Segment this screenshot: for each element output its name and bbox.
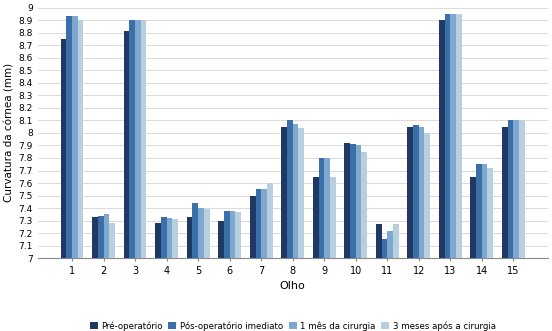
Bar	[230, 211, 235, 258]
Bar	[256, 189, 261, 258]
Bar	[198, 208, 204, 258]
Bar	[476, 164, 482, 258]
Bar	[407, 127, 413, 258]
Bar	[109, 223, 115, 258]
Bar	[376, 224, 381, 258]
Bar	[299, 128, 304, 258]
Bar	[350, 144, 355, 258]
Bar	[419, 127, 424, 258]
Bar	[293, 124, 299, 258]
Bar	[513, 120, 519, 258]
Y-axis label: Curvatura da córnea (mm): Curvatura da córnea (mm)	[4, 63, 14, 203]
Bar	[393, 224, 399, 258]
Bar	[439, 20, 444, 258]
Bar	[470, 177, 476, 258]
Bar	[287, 120, 293, 258]
Bar	[135, 20, 141, 258]
Bar	[204, 209, 210, 258]
Bar	[413, 125, 419, 258]
Legend: Pré-operatório, Pós-operatório imediato, 1 mês da cirurgia, 3 meses após a cirur: Pré-operatório, Pós-operatório imediato,…	[86, 318, 499, 331]
Bar	[482, 164, 487, 258]
Bar	[508, 120, 513, 258]
Bar	[78, 20, 83, 258]
Bar	[355, 145, 362, 258]
Bar	[261, 189, 267, 258]
Bar	[424, 133, 430, 258]
Bar	[502, 127, 508, 258]
Bar	[219, 220, 224, 258]
Bar	[519, 120, 524, 258]
Bar	[155, 223, 161, 258]
Bar	[330, 177, 336, 258]
Bar	[388, 231, 393, 258]
Bar	[124, 31, 130, 258]
Bar	[313, 177, 319, 258]
Bar	[282, 127, 287, 258]
Bar	[450, 14, 456, 258]
Bar	[344, 143, 350, 258]
Bar	[66, 17, 72, 258]
Bar	[141, 20, 146, 258]
Bar	[444, 14, 450, 258]
Bar	[167, 218, 172, 258]
Bar	[250, 196, 256, 258]
Bar	[130, 20, 135, 258]
Bar	[381, 239, 388, 258]
X-axis label: Olho: Olho	[280, 281, 306, 291]
Bar	[161, 217, 167, 258]
Bar	[92, 217, 98, 258]
Bar	[104, 214, 109, 258]
Bar	[61, 39, 66, 258]
Bar	[324, 158, 330, 258]
Bar	[362, 152, 367, 258]
Bar	[487, 168, 493, 258]
Bar	[267, 183, 273, 258]
Bar	[456, 14, 461, 258]
Bar	[72, 17, 78, 258]
Bar	[172, 219, 178, 258]
Bar	[193, 203, 198, 258]
Bar	[98, 215, 104, 258]
Bar	[235, 212, 241, 258]
Bar	[224, 211, 230, 258]
Bar	[319, 158, 324, 258]
Bar	[187, 217, 193, 258]
